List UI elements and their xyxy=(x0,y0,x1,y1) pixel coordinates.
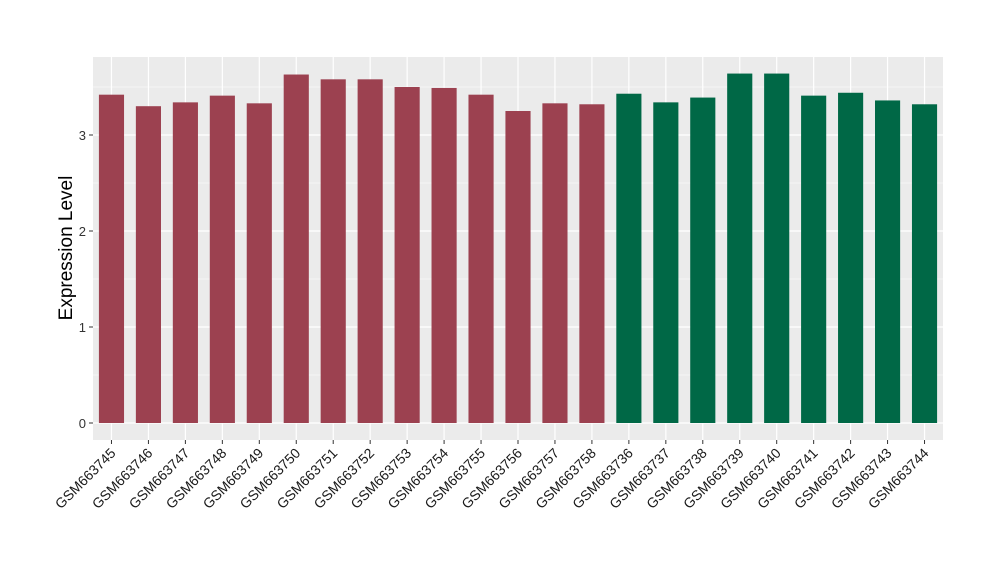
bar-GSM663757 xyxy=(542,103,568,423)
bar-GSM663746 xyxy=(135,106,161,423)
bar-GSM663742 xyxy=(838,92,864,423)
bar-GSM663753 xyxy=(394,87,420,423)
bar-GSM663750 xyxy=(283,74,309,424)
bar-GSM663749 xyxy=(246,103,272,423)
bar-GSM663758 xyxy=(579,104,605,423)
y-tick-label: 1 xyxy=(79,320,86,335)
x-axis: GSM663745GSM663746GSM663747GSM663748GSM6… xyxy=(52,440,932,512)
bar-GSM663751 xyxy=(320,79,346,423)
bar-GSM663754 xyxy=(431,87,457,424)
bar-GSM663740 xyxy=(764,73,790,423)
bar-GSM663756 xyxy=(505,111,531,423)
y-axis: 0 1 2 3 xyxy=(79,128,93,431)
bar-GSM663745 xyxy=(98,94,125,424)
bar-GSM663739 xyxy=(727,73,753,423)
y-tick-label: 3 xyxy=(79,128,86,143)
bar-GSM663743 xyxy=(875,100,901,423)
bar-GSM663748 xyxy=(209,95,235,423)
bar-GSM663744 xyxy=(911,104,938,423)
bar-GSM663737 xyxy=(653,102,679,424)
bars xyxy=(98,73,938,424)
bar-GSM663741 xyxy=(801,95,827,423)
y-tick-label: 2 xyxy=(79,224,86,239)
y-axis-title: Expression Level xyxy=(56,176,77,321)
bar-GSM663747 xyxy=(172,102,198,424)
y-tick-label: 0 xyxy=(79,416,86,431)
bar-GSM663752 xyxy=(357,79,383,423)
bar-GSM663755 xyxy=(468,94,494,424)
bar-GSM663738 xyxy=(690,97,716,423)
bar-GSM663736 xyxy=(616,93,642,423)
